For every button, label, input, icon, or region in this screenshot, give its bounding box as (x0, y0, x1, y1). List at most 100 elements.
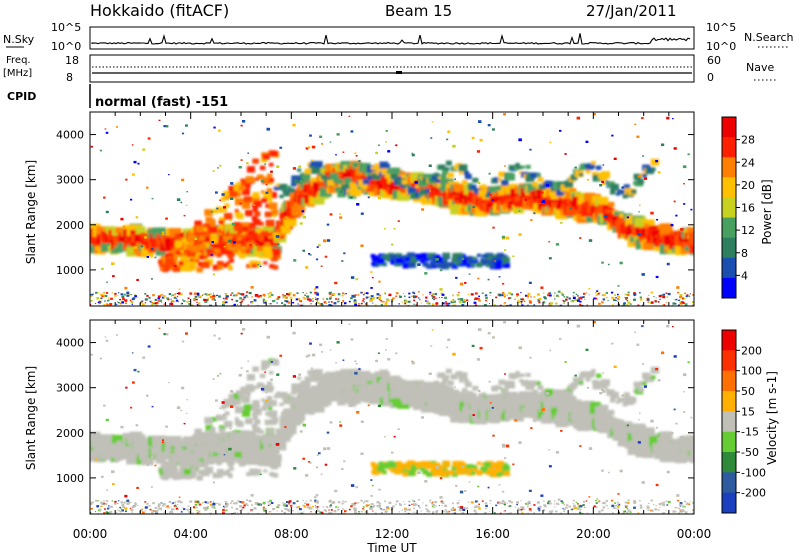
range-gate-cell (243, 404, 252, 411)
range-gate-cell (236, 213, 244, 220)
range-gate-cell (617, 285, 620, 287)
range-gate-cell (425, 296, 428, 299)
range-gate-cell (435, 472, 441, 477)
range-gate-cell (222, 297, 225, 299)
range-gate-cell (548, 241, 551, 243)
range-gate-cell (94, 250, 98, 253)
range-gate-cell (226, 261, 231, 265)
range-gate-cell (180, 201, 183, 204)
range-gate-cell (478, 392, 483, 397)
date-label: 27/Jan/2011 (586, 2, 677, 20)
range-gate-cell (557, 290, 561, 293)
range-gate-cell (194, 295, 198, 298)
range-gate-cell (163, 303, 165, 305)
range-gate-cell (336, 179, 343, 185)
range-gate-cell (234, 198, 244, 206)
range-gate-cell (297, 376, 302, 380)
range-gate-cell (197, 457, 204, 463)
range-gate-cell (358, 387, 367, 395)
range-gate-cell (258, 454, 265, 460)
range-gate-cell (523, 300, 526, 302)
range-gate-cell (231, 222, 236, 226)
range-gate-cell (105, 131, 109, 134)
range-gate-cell (602, 182, 606, 185)
range-gate-cell (489, 469, 495, 474)
range-gate-cell (241, 396, 250, 404)
range-gate-cell (371, 262, 376, 266)
range-gate-cell (431, 294, 434, 297)
range-gate-cell (197, 469, 205, 475)
range-gate-cell (473, 188, 481, 194)
range-gate-cell (137, 370, 140, 373)
range-gate-cell (370, 495, 373, 497)
range-gate-cell (513, 166, 519, 171)
colorbar-segment (722, 177, 736, 198)
range-gate-cell (468, 273, 471, 275)
range-gate-cell (516, 295, 518, 298)
range-gate-cell (308, 299, 312, 302)
range-gate-cell (381, 300, 384, 303)
range-gate-cell (527, 298, 529, 300)
range-gate-cell (341, 392, 349, 399)
range-gate-cell (353, 299, 357, 302)
range-gate-cell (297, 298, 301, 300)
range-gate-cell (133, 160, 137, 164)
range-gate-cell (623, 304, 626, 306)
range-gate-cell (430, 345, 433, 347)
range-gate-cell (294, 178, 301, 185)
range-gate-cell (476, 470, 483, 476)
range-gate-cell (136, 486, 139, 489)
range-gate-cell (503, 302, 506, 305)
range-gate-cell (219, 164, 222, 167)
range-gate-cell (373, 297, 376, 299)
range-gate-cell (673, 147, 677, 150)
range-gate-cell (471, 136, 475, 139)
range-gate-cell (588, 288, 591, 290)
range-gate-cell (592, 113, 596, 116)
range-gate-cell (613, 184, 619, 190)
range-gate-cell (588, 447, 593, 450)
range-gate-cell (661, 143, 665, 147)
range-gate-cell (420, 396, 429, 404)
range-gate-cell (458, 372, 468, 380)
range-gate-cell (463, 299, 466, 302)
range-gate-cell (435, 258, 439, 261)
range-gate-cell (238, 185, 245, 191)
range-gate-cell (470, 392, 477, 398)
range-gate-cell (351, 182, 360, 190)
range-gate-cell (357, 392, 365, 398)
range-gate-cell (323, 447, 327, 451)
range-gate-cell (525, 294, 528, 297)
range-gate-cell (528, 281, 532, 284)
range-gate-cell (650, 211, 654, 215)
range-gate-cell (234, 191, 242, 197)
range-gate-cell (431, 174, 438, 180)
range-gate-cell (440, 262, 448, 269)
range-gate-cell (343, 252, 346, 255)
range-gate-cell (378, 470, 383, 474)
range-gate-cell (407, 395, 417, 403)
range-gate-cell (446, 138, 449, 141)
range-gate-cell (533, 304, 536, 306)
range-gate-cell (134, 294, 136, 296)
range-gate-cell (448, 302, 451, 305)
range-gate-cell (131, 352, 134, 354)
range-gate-cell (598, 302, 601, 305)
range-gate-cell (265, 411, 271, 416)
range-gate-cell (193, 252, 202, 259)
range-gate-cell (530, 427, 533, 429)
range-gate-cell (641, 325, 644, 328)
range-gate-cell (252, 219, 261, 226)
range-gate-cell (413, 296, 416, 299)
range-gate-cell (367, 404, 370, 407)
range-gate-cell (330, 381, 339, 388)
range-gate-cell (406, 400, 408, 402)
range-gate-cell (227, 253, 234, 259)
range-gate-cell (472, 414, 475, 416)
range-gate-cell (383, 228, 386, 230)
range-gate-cell (547, 292, 550, 294)
range-gate-cell (125, 178, 128, 181)
range-gate-cell (336, 381, 347, 390)
range-gate-cell (485, 263, 491, 268)
range-gate-cell (101, 295, 104, 297)
